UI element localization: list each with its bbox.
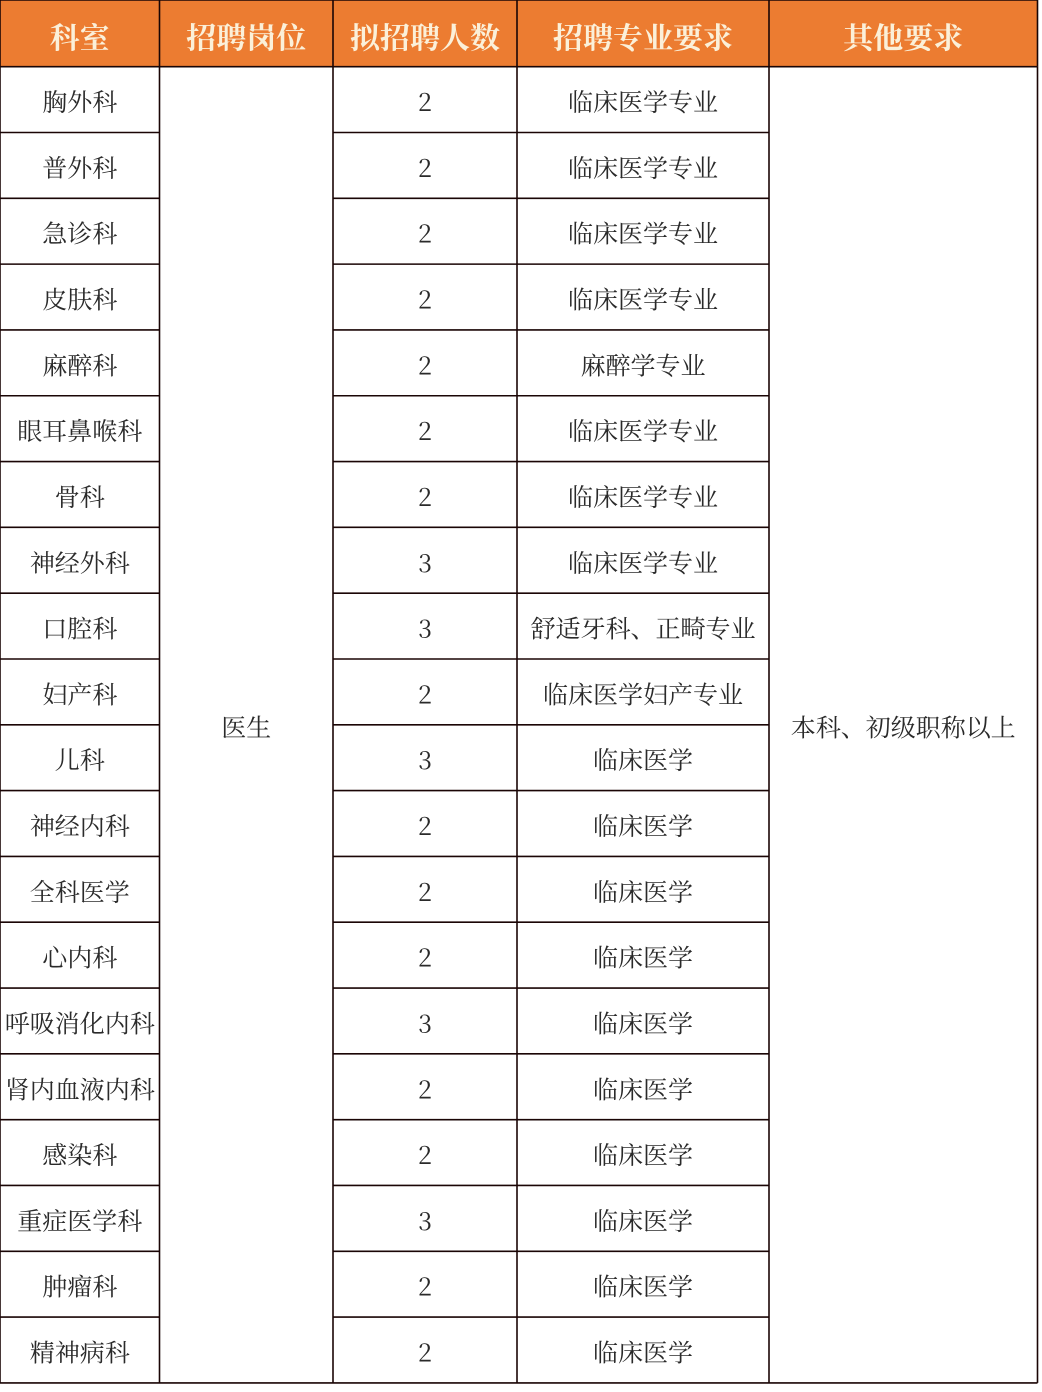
svg-text:肾内血液内科: 肾内血液内科 (5, 1070, 155, 1106)
svg-text:3: 3 (418, 1004, 432, 1040)
svg-text:呼吸消化内科: 呼吸消化内科 (5, 1004, 155, 1040)
svg-text:2: 2 (418, 1334, 432, 1370)
svg-text:拟招聘人数: 拟招聘人数 (350, 13, 500, 57)
svg-text:临床医学: 临床医学 (593, 939, 693, 975)
svg-text:口腔科: 口腔科 (42, 610, 117, 646)
svg-text:胸外科: 胸外科 (42, 83, 117, 119)
svg-text:临床医学专业: 临床医学专业 (568, 149, 718, 185)
svg-text:3: 3 (418, 1202, 432, 1238)
svg-text:2: 2 (418, 1136, 432, 1172)
svg-text:骨科: 骨科 (55, 478, 105, 514)
svg-text:临床医学: 临床医学 (593, 1136, 693, 1172)
svg-text:2: 2 (418, 83, 432, 119)
svg-text:其他要求: 其他要求 (843, 13, 963, 57)
svg-text:临床医学专业: 临床医学专业 (568, 281, 718, 317)
svg-text:皮肤科: 皮肤科 (42, 281, 117, 317)
svg-text:2: 2 (418, 149, 432, 185)
svg-text:招聘专业要求: 招聘专业要求 (553, 13, 733, 57)
svg-text:2: 2 (418, 939, 432, 975)
svg-text:麻醉科: 麻醉科 (42, 346, 117, 382)
svg-text:临床医学专业: 临床医学专业 (568, 478, 718, 514)
svg-text:临床医学: 临床医学 (593, 1334, 693, 1370)
svg-text:临床医学: 临床医学 (593, 873, 693, 909)
svg-text:临床医学: 临床医学 (593, 807, 693, 843)
svg-text:精神病科: 精神病科 (30, 1334, 130, 1370)
svg-text:麻醉学专业: 麻醉学专业 (580, 346, 705, 382)
svg-text:本科、初级职称以上: 本科、初级职称以上 (791, 708, 1016, 744)
svg-text:2: 2 (418, 478, 432, 514)
svg-text:重症医学科: 重症医学科 (17, 1202, 142, 1238)
svg-text:妇产科: 妇产科 (42, 675, 117, 711)
svg-text:舒适牙科、正畸专业: 舒适牙科、正畸专业 (530, 610, 755, 646)
svg-text:临床医学: 临床医学 (593, 741, 693, 777)
svg-text:2: 2 (418, 1070, 432, 1106)
svg-text:全科医学: 全科医学 (30, 873, 130, 909)
svg-text:儿科: 儿科 (55, 741, 105, 777)
svg-text:2: 2 (418, 281, 432, 317)
svg-text:心内科: 心内科 (42, 939, 117, 975)
svg-text:临床医学: 临床医学 (593, 1268, 693, 1304)
svg-text:神经内科: 神经内科 (30, 807, 130, 843)
svg-text:科室: 科室 (50, 13, 110, 57)
svg-text:2: 2 (418, 807, 432, 843)
svg-text:2: 2 (418, 346, 432, 382)
svg-text:2: 2 (418, 675, 432, 711)
svg-text:肿瘤科: 肿瘤科 (42, 1268, 117, 1304)
svg-text:招聘岗位: 招聘岗位 (186, 13, 306, 57)
svg-text:3: 3 (418, 741, 432, 777)
svg-text:临床医学: 临床医学 (593, 1070, 693, 1106)
svg-text:眼耳鼻喉科: 眼耳鼻喉科 (17, 412, 142, 448)
svg-text:急诊科: 急诊科 (42, 215, 117, 251)
svg-text:临床医学专业: 临床医学专业 (568, 83, 718, 119)
svg-text:神经外科: 神经外科 (30, 544, 130, 580)
svg-text:2: 2 (418, 873, 432, 909)
svg-text:3: 3 (418, 544, 432, 580)
svg-text:普外科: 普外科 (42, 149, 117, 185)
svg-text:3: 3 (418, 610, 432, 646)
svg-text:临床医学: 临床医学 (593, 1202, 693, 1238)
svg-text:临床医学专业: 临床医学专业 (568, 215, 718, 251)
svg-text:临床医学专业: 临床医学专业 (568, 412, 718, 448)
svg-text:临床医学专业: 临床医学专业 (568, 544, 718, 580)
svg-text:临床医学: 临床医学 (593, 1004, 693, 1040)
svg-text:感染科: 感染科 (42, 1136, 117, 1172)
svg-text:医生: 医生 (221, 708, 271, 744)
svg-text:临床医学妇产专业: 临床医学妇产专业 (543, 675, 743, 711)
svg-text:2: 2 (418, 412, 432, 448)
svg-text:2: 2 (418, 1268, 432, 1304)
svg-text:2: 2 (418, 215, 432, 251)
